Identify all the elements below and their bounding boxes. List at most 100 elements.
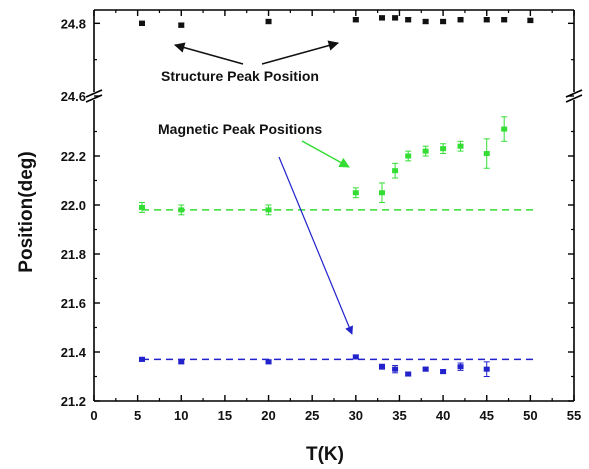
data-marker (422, 366, 429, 372)
data-marker (379, 15, 385, 21)
data-point (139, 202, 145, 213)
data-marker (139, 20, 145, 26)
data-marker (352, 354, 359, 360)
reference-lines (142, 209, 535, 361)
data-point (178, 359, 185, 365)
data-marker (265, 19, 272, 25)
data-point (139, 20, 145, 27)
x-tick-label: 40 (436, 408, 450, 423)
y-tick-label: 21.2 (61, 394, 86, 409)
x-axis-ticks: 0 5 10 15 20 25 30 35 40 45 50 55 (90, 10, 581, 423)
data-marker (392, 15, 399, 21)
y-tick-label: 21.6 (61, 296, 86, 311)
data-point (527, 17, 534, 24)
arrow-magnetic-blue (278, 156, 354, 335)
x-tick-label: 10 (174, 408, 188, 423)
x-tick-label: 20 (261, 408, 275, 423)
data-point (265, 359, 272, 365)
data-marker (483, 366, 490, 372)
x-tick-label: 55 (567, 408, 581, 423)
data-marker (501, 17, 508, 23)
x-tick-label: 30 (349, 408, 363, 423)
x-tick-label: 5 (134, 408, 141, 423)
data-marker (501, 126, 508, 132)
data-point (178, 22, 185, 28)
data-marker (178, 207, 185, 213)
data-point (392, 364, 399, 374)
data-point (405, 371, 412, 377)
y-tick-label: 24.6 (61, 89, 86, 104)
data-marker (352, 190, 359, 196)
data-point (392, 162, 399, 179)
data-point (405, 150, 412, 162)
data-point (483, 361, 490, 377)
arrow-structure-right (261, 40, 340, 65)
data-marker (139, 204, 145, 210)
data-marker (440, 146, 447, 152)
y-axis-ticks: 21.2 21.4 21.6 21.8 22.0 22.2 24.6 24.8 (61, 16, 574, 409)
data-point (379, 363, 385, 370)
data-point (440, 369, 447, 375)
data-marker (440, 19, 447, 25)
arrow-structure-left (173, 42, 244, 65)
data-marker (352, 17, 359, 23)
data-point (440, 18, 447, 25)
data-marker (392, 366, 399, 372)
data-marker (440, 369, 447, 375)
y-tick-label: 22.2 (61, 149, 86, 164)
data-point (265, 18, 272, 25)
data-marker (405, 371, 412, 377)
data-point (352, 354, 359, 360)
data-point (422, 18, 429, 25)
data-point (457, 140, 464, 152)
data-marker (422, 148, 429, 154)
data-point (265, 204, 272, 216)
data-point (501, 116, 508, 142)
y-axis-break (85, 89, 583, 103)
x-tick-label: 25 (305, 408, 319, 423)
axis-break-slash (85, 89, 103, 98)
annotation-structure-peak: Structure Peak Position (161, 68, 319, 84)
data-point (379, 182, 385, 204)
annotation-magnetic-peaks: Magnetic Peak Positions (158, 121, 322, 137)
x-tick-label: 15 (218, 408, 232, 423)
data-marker (379, 364, 385, 370)
data-marker (178, 359, 185, 365)
data-point (405, 17, 412, 23)
data-marker (379, 190, 385, 196)
data-marker (265, 359, 272, 365)
data-marker (139, 356, 145, 362)
data-point (139, 356, 145, 362)
data-marker (178, 22, 185, 28)
x-tick-label: 50 (523, 408, 537, 423)
data-marker (392, 168, 399, 174)
data-point (457, 17, 464, 23)
data-marker (527, 17, 534, 23)
data-marker (457, 364, 464, 370)
data-marker (483, 151, 490, 157)
y-tick-label: 21.4 (61, 345, 87, 360)
data-points (139, 15, 534, 377)
data-marker (483, 17, 490, 23)
axis-break-slash (565, 94, 583, 103)
data-marker (405, 17, 412, 23)
data-marker (457, 17, 464, 23)
arrow-magnetic-green (301, 140, 350, 168)
data-point (483, 138, 490, 169)
data-point (178, 204, 185, 216)
data-point (422, 366, 429, 372)
x-tick-label: 35 (392, 408, 406, 423)
data-point (352, 187, 359, 199)
data-point (501, 17, 508, 23)
data-point (392, 15, 399, 21)
data-point (483, 17, 490, 23)
y-tick-label: 24.8 (61, 16, 86, 31)
data-point (379, 15, 385, 21)
y-tick-label: 21.8 (61, 247, 86, 262)
y-tick-label: 22.0 (61, 198, 86, 213)
data-point (352, 17, 359, 23)
x-tick-label: 0 (90, 408, 97, 423)
x-axis-title: T(K) (306, 444, 344, 465)
data-marker (265, 207, 272, 213)
